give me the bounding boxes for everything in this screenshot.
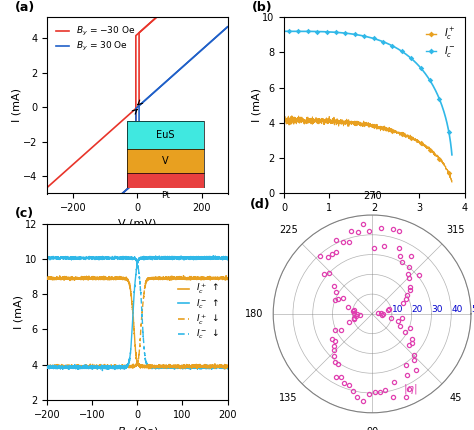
- Text: (d): (d): [249, 198, 270, 211]
- Y-axis label: I (mA): I (mA): [14, 295, 24, 329]
- X-axis label: V (mV): V (mV): [118, 219, 156, 229]
- Legend: $I_c^+$, $I_c^-$: $I_c^+$, $I_c^-$: [422, 22, 460, 63]
- Text: (c): (c): [15, 207, 34, 220]
- Y-axis label: I (mA): I (mA): [251, 88, 261, 123]
- Text: $|\eta|$: $|\eta|$: [403, 382, 418, 396]
- Y-axis label: I (mA): I (mA): [12, 88, 22, 123]
- Text: (a): (a): [15, 1, 35, 14]
- Legend: $I_c^+$ $\uparrow$, $I_c^-$ $\uparrow$, $I_c^+$ $\downarrow$, $I_c^-$ $\downarro: $I_c^+$ $\uparrow$, $I_c^-$ $\uparrow$, …: [174, 278, 223, 345]
- Legend: $B_y$ = $-$30 Oe, $B_y$ = 30 Oe: $B_y$ = $-$30 Oe, $B_y$ = 30 Oe: [52, 22, 139, 57]
- X-axis label: T (K): T (K): [361, 219, 388, 229]
- Text: (b): (b): [252, 1, 273, 14]
- X-axis label: $B_y$ (Oe): $B_y$ (Oe): [117, 425, 158, 430]
